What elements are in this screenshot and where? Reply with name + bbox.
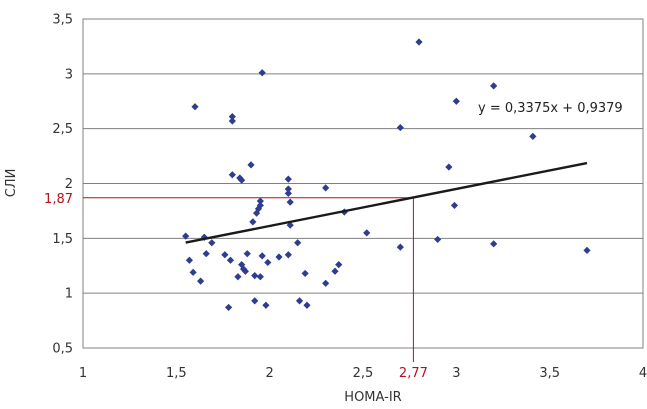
data-point: [189, 268, 197, 276]
data-point: [238, 261, 246, 269]
data-point: [258, 252, 266, 260]
y-tick-label: 2: [65, 177, 73, 192]
data-point: [228, 113, 236, 121]
data-point: [415, 38, 423, 46]
data-point: [286, 198, 294, 206]
data-point: [529, 132, 537, 140]
data-point: [234, 273, 242, 281]
data-point: [251, 272, 259, 280]
plot-area-frame: [82, 18, 644, 349]
data-point: [182, 232, 190, 240]
x-axis-title: HOMA-IR: [344, 390, 401, 405]
data-point: [434, 235, 442, 244]
gridlines: [83, 73, 643, 294]
data-point: [322, 279, 330, 287]
data-point: [286, 221, 294, 229]
data-point: [262, 301, 270, 309]
data-point: [284, 185, 292, 193]
data-point: [445, 163, 453, 171]
data-point: [583, 246, 591, 254]
reference-x-label: 2,77: [399, 366, 428, 381]
trendline-group: [185, 161, 588, 244]
y-tick-label: 1: [65, 287, 73, 302]
data-point: [396, 123, 404, 132]
data-point: [241, 267, 249, 275]
data-point: [303, 301, 311, 309]
data-point: [450, 201, 459, 210]
data-point: [264, 258, 272, 267]
data-point: [363, 229, 371, 237]
data-point: [284, 189, 292, 197]
data-point: [490, 240, 498, 248]
data-point: [243, 250, 251, 258]
x-tick-label: 4: [639, 366, 647, 381]
data-point: [251, 297, 259, 305]
trendline-equation: y = 0,3375x + 0,9379: [478, 101, 623, 116]
data-point: [284, 251, 292, 259]
data-point: [225, 303, 233, 312]
data-point: [238, 176, 246, 184]
data-point: [197, 277, 205, 285]
x-tick-label: 2: [266, 366, 274, 381]
data-point: [228, 171, 236, 179]
y-tick-label: 0,5: [52, 342, 73, 357]
data-point: [228, 117, 236, 125]
data-point: [202, 250, 210, 258]
data-point: [396, 243, 404, 251]
data-point: [247, 161, 255, 169]
data-point: [452, 97, 460, 105]
x-tick-label: 3: [452, 366, 460, 381]
y-tick-label: 3: [65, 67, 73, 82]
data-point: [335, 261, 343, 269]
data-point: [258, 69, 266, 77]
data-point: [253, 209, 261, 217]
data-point: [295, 297, 304, 305]
data-point: [226, 256, 235, 264]
y-tick-label: 3,5: [52, 13, 73, 28]
x-tick-label: 1,5: [166, 366, 187, 381]
data-point: [249, 218, 257, 226]
data-point: [221, 251, 229, 259]
x-tick-label: 3,5: [539, 366, 560, 381]
x-tick-label: 2,5: [353, 366, 374, 381]
data-point: [490, 82, 498, 90]
data-point: [284, 175, 292, 183]
y-tick-label: 1,5: [52, 232, 73, 247]
data-point: [239, 265, 248, 273]
data-point: [256, 201, 264, 210]
y-tick-label: 2,5: [52, 122, 73, 137]
data-point: [191, 103, 199, 111]
data-point: [256, 197, 264, 205]
reference-lines: 1,87 2,77: [44, 192, 428, 381]
data-point: [256, 273, 264, 281]
data-point: [208, 239, 216, 247]
x-tick-label: 1: [79, 366, 87, 381]
data-point: [331, 267, 339, 275]
data-point: [294, 239, 302, 247]
reference-y-label: 1,87: [44, 192, 73, 207]
axis-ticks: 0,5 1 1,5 2 2,5 3 3,5 1 1,5 2 2,5 3 3,5 4: [52, 13, 647, 382]
data-point: [322, 184, 330, 192]
data-point: [301, 269, 309, 278]
trendline: [185, 161, 588, 244]
data-point: [275, 253, 283, 261]
y-axis-title: СЛИ: [4, 169, 19, 198]
data-point: [185, 256, 193, 264]
